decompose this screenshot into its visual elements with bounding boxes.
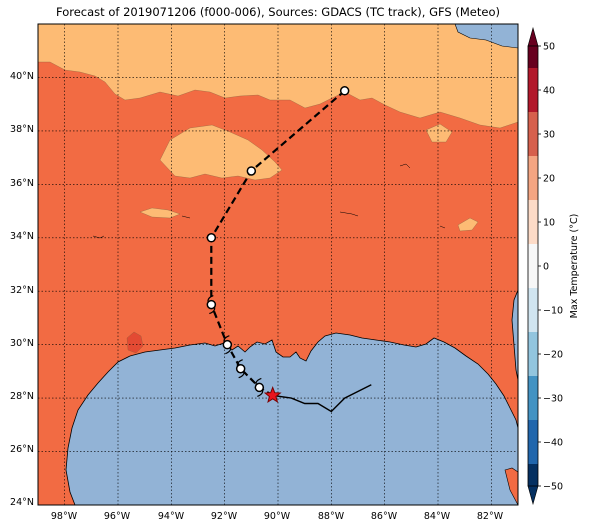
forecast-point	[222, 339, 233, 350]
colorbar-tick-label: −40	[543, 438, 563, 449]
lat-label: 38°N	[10, 124, 34, 135]
lake-4	[181, 215, 191, 219]
lat-label: 32°N	[10, 285, 34, 296]
colorbar-segment	[528, 376, 538, 399]
forecast-point	[246, 166, 257, 176]
lon-label: 90°W	[264, 511, 291, 522]
forecast-track-line	[210, 89, 346, 397]
colorbar-segment	[528, 464, 538, 487]
colorbar-tick-label: 40	[543, 86, 555, 97]
colorbar-segment	[528, 332, 538, 355]
lat-label: 24°N	[10, 497, 34, 508]
forecast-point	[206, 299, 217, 310]
colorbar-tick-label: −50	[543, 482, 563, 493]
land-mild-east	[457, 217, 479, 232]
lake-2	[92, 235, 105, 239]
colorbar-segment	[528, 310, 538, 333]
colorbar-segment	[528, 244, 538, 267]
lon-label: 94°W	[158, 511, 185, 522]
colorbar-tick-label: 0	[543, 262, 549, 273]
grid	[38, 24, 518, 505]
colorbar-tick-label: 30	[543, 130, 555, 141]
colorbar-segment	[528, 68, 538, 91]
colorbar-segment	[528, 222, 538, 245]
forecast-point	[206, 233, 217, 243]
colorbar-tick-label: −10	[543, 306, 563, 317]
land-mild-north	[38, 24, 518, 129]
ne-water	[454, 24, 518, 49]
colorbar-segment	[528, 134, 538, 157]
lon-label: 96°W	[104, 511, 131, 522]
lat-labels: 40°N 38°N 36°N 34°N 32°N 30°N 28°N 26°N …	[10, 71, 34, 508]
lat-label: 36°N	[10, 178, 34, 189]
colorbar-tick-label: 50	[543, 42, 555, 53]
colorbar-segment	[528, 398, 538, 421]
colorbar: 50 40 30 20 10 0 −10 −20 −30 −40 −50	[527, 26, 563, 506]
lat-label: 28°N	[10, 391, 34, 402]
colorbar-tick-label: −30	[543, 394, 563, 405]
colorbar-segment	[528, 420, 538, 443]
colorbar-segment	[528, 200, 538, 223]
colorbar-segment	[528, 46, 538, 69]
colorbar-segment	[528, 156, 538, 179]
colorbar-label: Max Temperature (°C)	[569, 214, 580, 319]
map-frame	[37, 23, 519, 506]
lon-label: 86°W	[371, 511, 398, 522]
colorbar-max-arrow	[527, 26, 539, 47]
colorbar-tick-label: 10	[543, 218, 555, 229]
colorbar-segment	[528, 442, 538, 465]
lon-label: 92°W	[211, 511, 238, 522]
land-hot-patch	[126, 331, 144, 354]
florida-tip	[504, 467, 518, 505]
colorbar-tick-label: 20	[543, 174, 555, 185]
colorbar-segment	[528, 266, 538, 289]
lat-label: 34°N	[10, 231, 34, 242]
lon-label: 88°W	[318, 511, 345, 522]
current-position-star	[263, 385, 282, 404]
land-mild-small	[139, 207, 181, 219]
lon-label: 82°W	[477, 511, 504, 522]
map-title: Forecast of 2019071206 (f000-006), Sourc…	[56, 5, 500, 19]
past-track-line	[272, 384, 372, 413]
colorbar-segment	[528, 178, 538, 201]
lon-label: 98°W	[51, 511, 78, 522]
forecast-point	[235, 363, 246, 374]
forecast-point	[339, 86, 350, 96]
colorbar-min-arrow	[527, 485, 539, 506]
colorbar-segment	[528, 354, 538, 377]
colorbar-segment	[528, 112, 538, 135]
lat-label: 40°N	[10, 71, 34, 82]
florida-east-water	[511, 289, 518, 381]
lake-5	[439, 225, 446, 229]
colorbar-segment	[528, 90, 538, 113]
lat-label: 30°N	[10, 338, 34, 349]
lon-labels: 98°W 96°W 94°W 92°W 90°W 88°W 86°W 84°W …	[51, 511, 504, 522]
lake-3	[399, 163, 411, 169]
lat-label: 26°N	[10, 444, 34, 455]
land-mild-east-2	[425, 123, 453, 143]
colorbar-tick-label: −20	[543, 350, 563, 361]
storm-track	[206, 86, 372, 413]
forecast-point	[254, 382, 265, 393]
lon-label: 84°W	[424, 511, 451, 522]
colorbar-segment	[528, 288, 538, 311]
map-area	[38, 24, 518, 505]
lake-1	[339, 211, 359, 217]
gulf-of-mexico	[38, 332, 518, 505]
